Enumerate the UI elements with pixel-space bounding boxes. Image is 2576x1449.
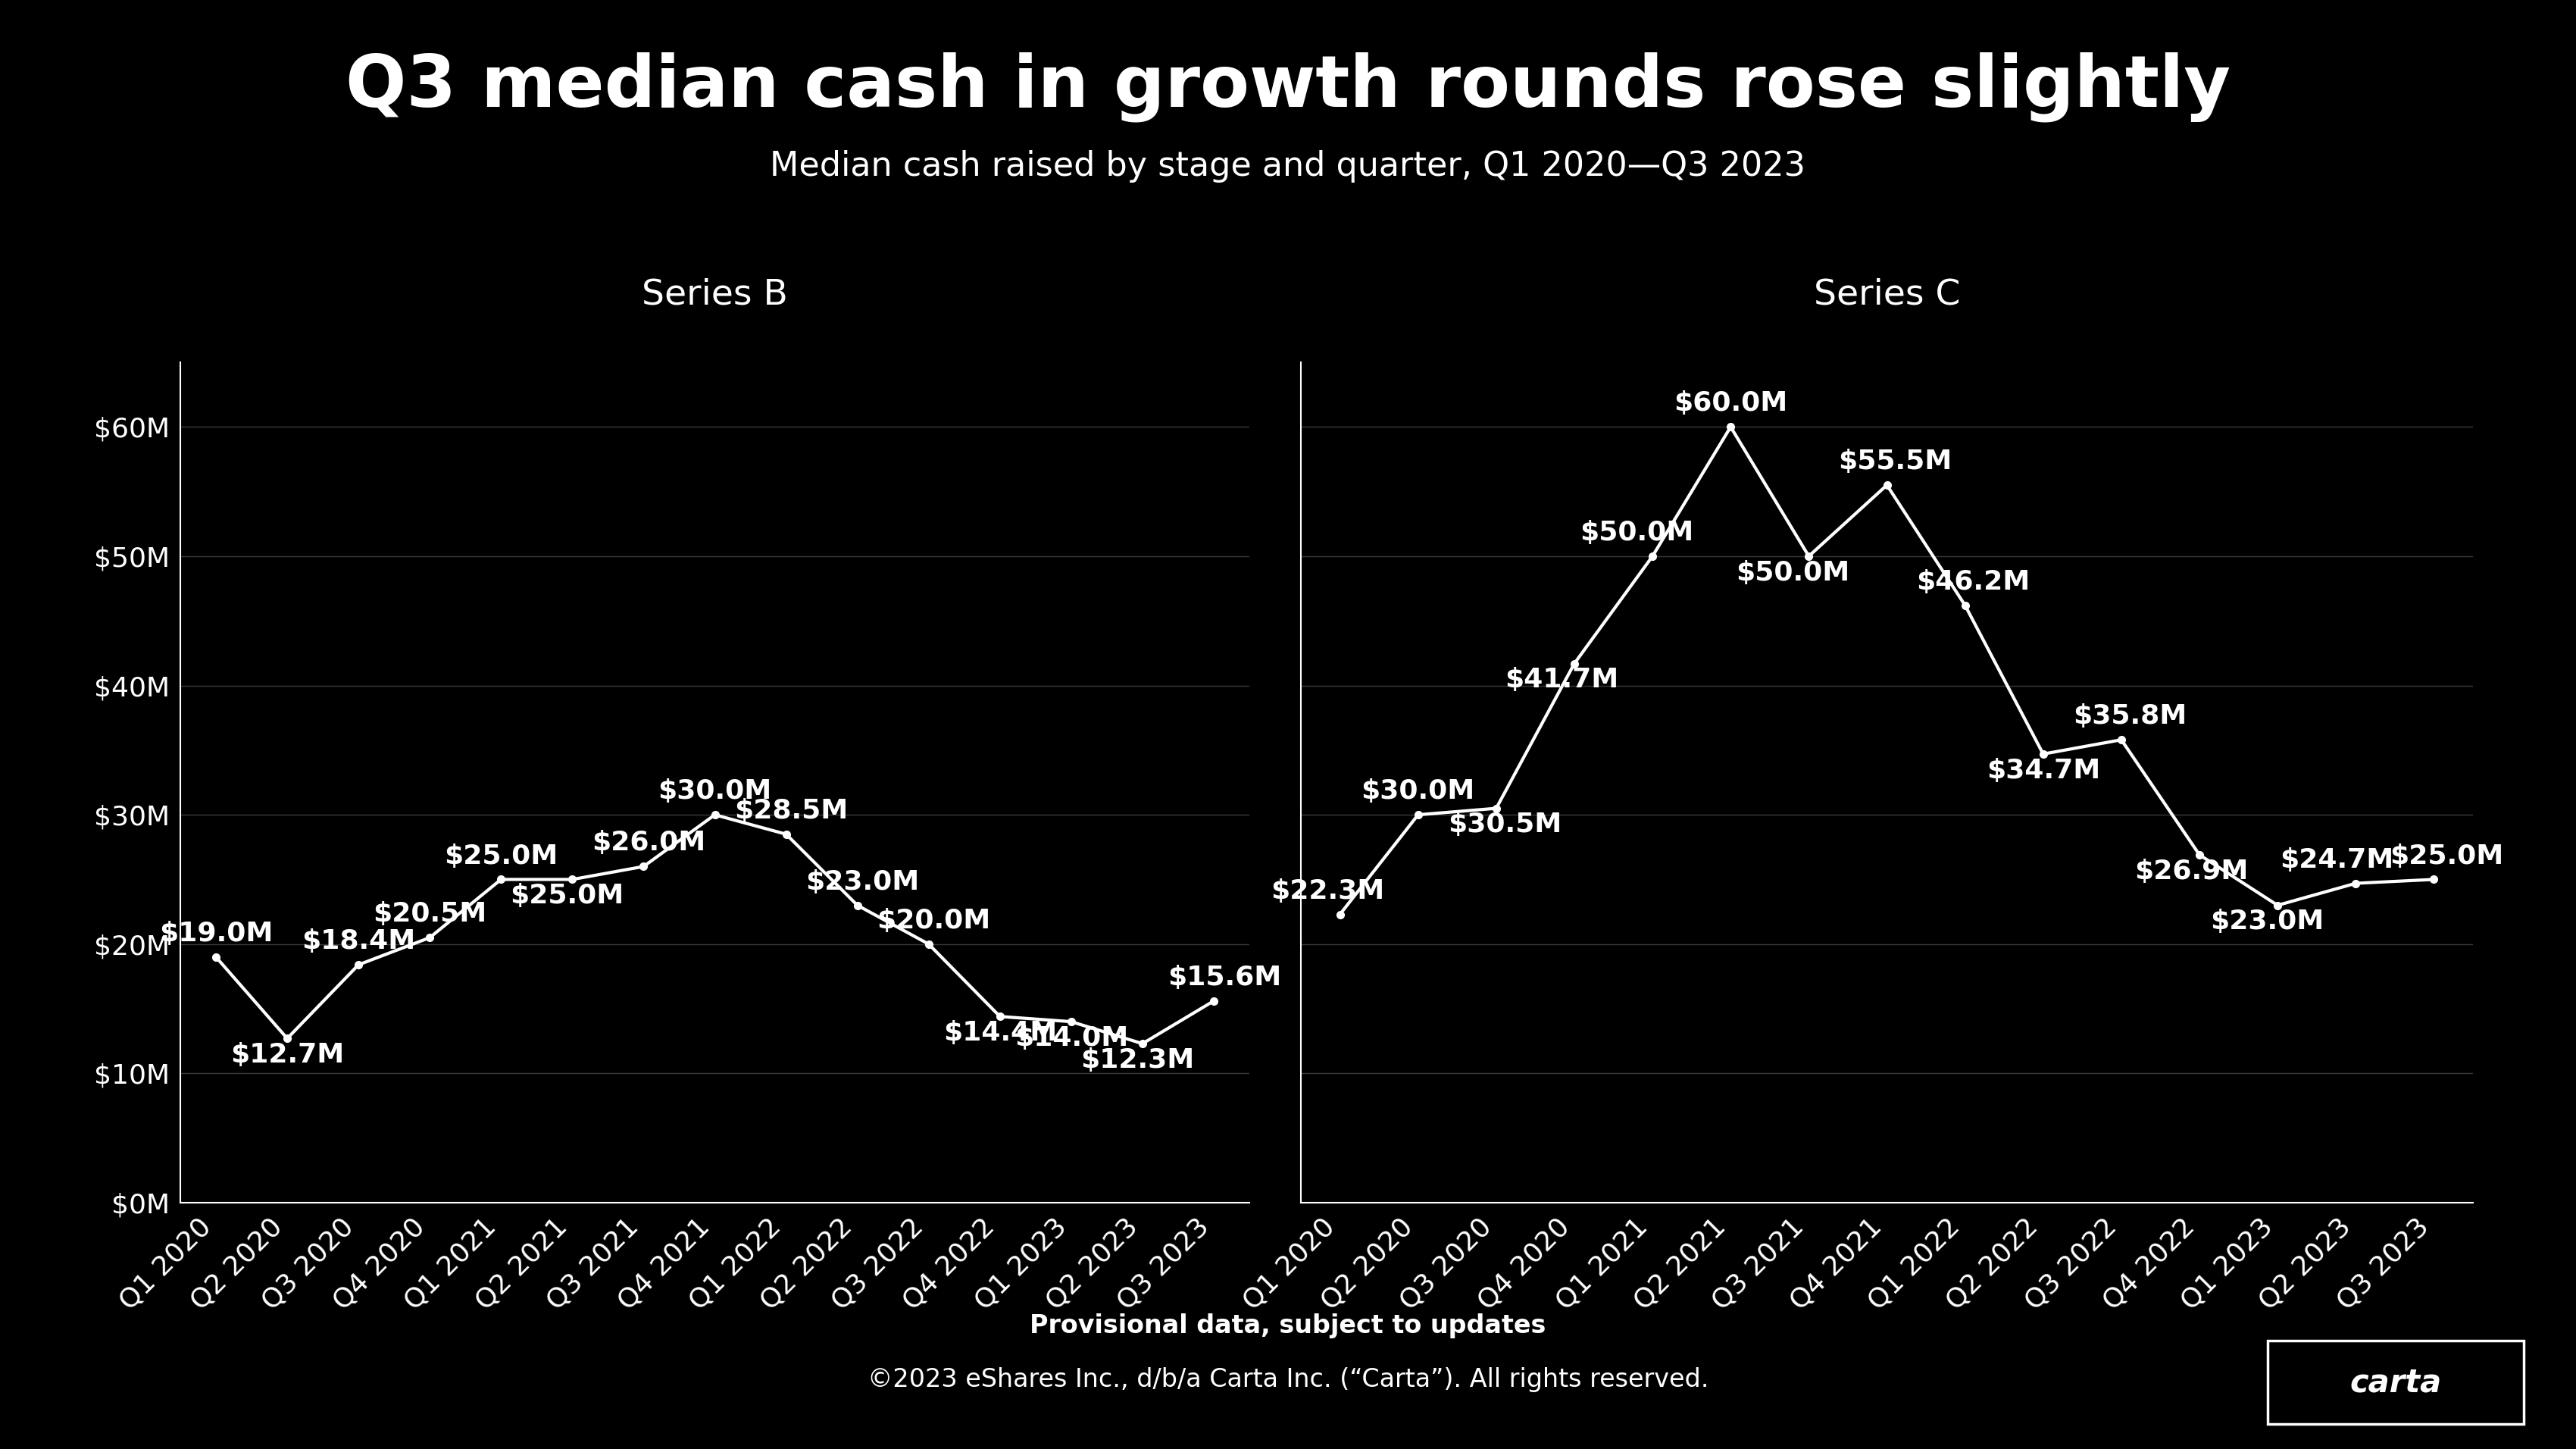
Text: $50.0M: $50.0M <box>1579 520 1692 546</box>
Text: $30.0M: $30.0M <box>657 778 773 804</box>
Text: $35.8M: $35.8M <box>2074 704 2187 729</box>
Text: $46.2M: $46.2M <box>1917 569 2030 594</box>
Text: $30.0M: $30.0M <box>1360 778 1476 804</box>
Text: $23.0M: $23.0M <box>2210 909 2324 935</box>
Text: $25.0M: $25.0M <box>2391 843 2504 869</box>
Text: $26.9M: $26.9M <box>2133 859 2249 884</box>
Text: carta: carta <box>2349 1366 2442 1398</box>
Text: $12.3M: $12.3M <box>1079 1048 1195 1074</box>
Text: $14.0M: $14.0M <box>1015 1026 1128 1051</box>
Text: $55.5M: $55.5M <box>1839 449 1953 475</box>
FancyBboxPatch shape <box>2267 1340 2524 1424</box>
Text: $19.0M: $19.0M <box>160 920 273 946</box>
Text: $14.4M: $14.4M <box>943 1020 1056 1046</box>
Text: $22.3M: $22.3M <box>1270 878 1383 904</box>
Text: $18.4M: $18.4M <box>301 929 415 955</box>
Text: $20.5M: $20.5M <box>374 901 487 927</box>
Text: $20.0M: $20.0M <box>876 907 992 933</box>
Text: $24.7M: $24.7M <box>2280 848 2393 872</box>
Text: $25.0M: $25.0M <box>510 882 623 909</box>
Text: $30.5M: $30.5M <box>1448 811 1561 838</box>
Text: $50.0M: $50.0M <box>1736 559 1850 585</box>
Text: $60.0M: $60.0M <box>1674 391 1788 416</box>
Text: Series C: Series C <box>1814 278 1960 312</box>
Text: Median cash raised by stage and quarter, Q1 2020—Q3 2023: Median cash raised by stage and quarter,… <box>770 151 1806 183</box>
Text: Provisional data, subject to updates: Provisional data, subject to updates <box>1030 1313 1546 1339</box>
Text: Series B: Series B <box>641 278 788 312</box>
Text: ©2023 eShares Inc., d/b/a Carta Inc. (“Carta”). All rights reserved.: ©2023 eShares Inc., d/b/a Carta Inc. (“C… <box>868 1366 1708 1392</box>
Text: $34.7M: $34.7M <box>1986 758 2099 784</box>
Text: Q3 median cash in growth rounds rose slightly: Q3 median cash in growth rounds rose sli… <box>345 52 2231 122</box>
Text: $28.5M: $28.5M <box>734 798 848 823</box>
Text: $23.0M: $23.0M <box>806 869 920 895</box>
Text: $41.7M: $41.7M <box>1504 667 1618 693</box>
Text: $15.6M: $15.6M <box>1167 965 1280 991</box>
Text: $26.0M: $26.0M <box>592 830 706 856</box>
Text: $25.0M: $25.0M <box>443 843 559 869</box>
Text: $12.7M: $12.7M <box>229 1042 345 1068</box>
